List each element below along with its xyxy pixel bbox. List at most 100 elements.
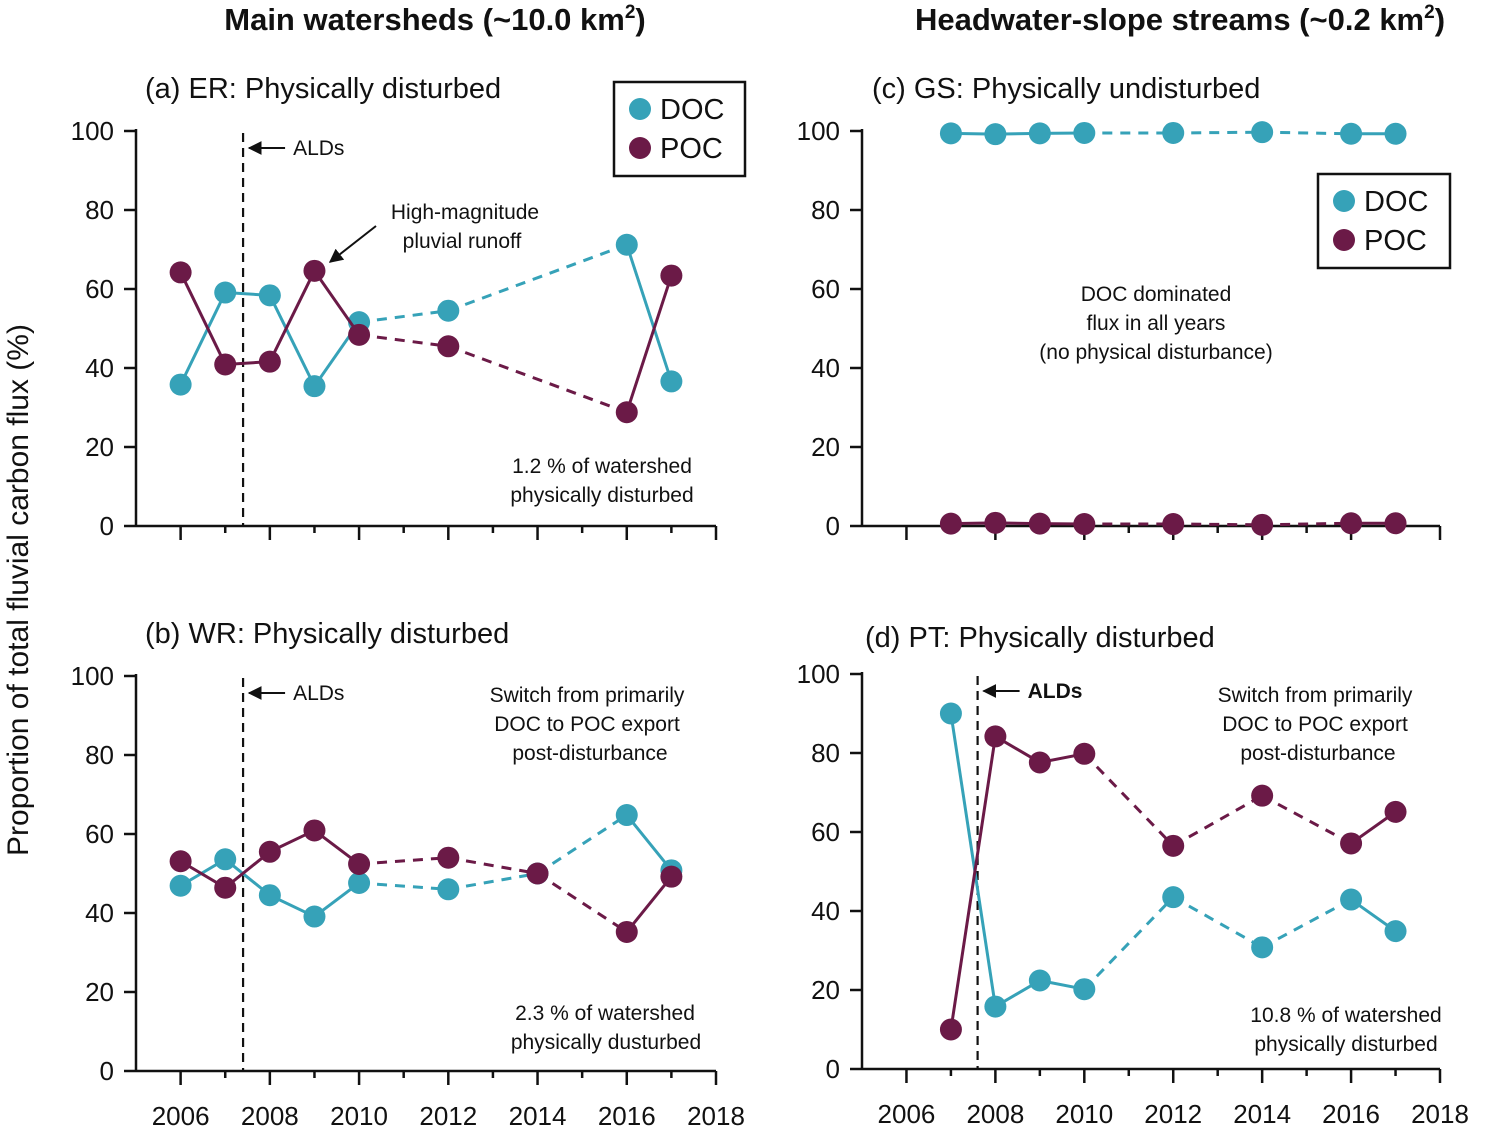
x-tick-label: 2012 (1144, 1099, 1202, 1128)
poc-point (1384, 512, 1407, 535)
doc-series-segment (1262, 130, 1352, 136)
doc-point (258, 284, 281, 307)
y-tick-label: 40 (85, 353, 114, 383)
y-axis-label: Proportion of total fluvial carbon flux … (2, 324, 35, 856)
doc-series-segment (1172, 895, 1263, 949)
doc-series-segment (1261, 898, 1352, 949)
y-tick-label: 80 (85, 195, 114, 225)
panel-title: (a) ER: Physically disturbed (145, 73, 501, 105)
y-tick-label: 0 (826, 1054, 840, 1084)
doc-series-segment (1083, 896, 1175, 991)
poc-series-segment (358, 333, 449, 348)
doc-point (984, 123, 1007, 146)
annotation-text: post-disturbance (512, 742, 667, 765)
poc-point (1028, 512, 1051, 535)
doc-point (303, 905, 326, 928)
y-tick-label: 60 (811, 817, 840, 847)
y-tick-label: 100 (797, 116, 840, 146)
header-left: Main watersheds (~10.0 km2) (224, 2, 646, 37)
doc-series-segment (625, 244, 673, 382)
y-tick-label: 20 (811, 432, 840, 462)
poc-point (1384, 800, 1407, 823)
poc-series-segment (313, 269, 361, 336)
annotation-text: 2.3 % of watershed (515, 1002, 695, 1025)
poc-series-segment (949, 736, 997, 1030)
poc-point (939, 512, 962, 535)
legend-doc-label: DOC (1364, 186, 1428, 218)
doc-series-segment (358, 309, 449, 324)
doc-point (1251, 121, 1274, 144)
panel-title: (d) PT: Physically disturbed (865, 622, 1215, 654)
doc-point (939, 702, 962, 725)
poc-series-segment (1173, 522, 1263, 527)
poc-series-segment (536, 872, 628, 934)
poc-series-segment (1262, 521, 1352, 527)
legend: DOC POC (612, 80, 747, 178)
x-tick-label: 2014 (509, 1101, 567, 1128)
y-tick-label: 20 (85, 432, 114, 462)
poc-series-segment (179, 271, 227, 366)
y-tick-label: 60 (85, 819, 114, 849)
poc-point (214, 876, 237, 899)
legend-doc-label: DOC (660, 94, 724, 126)
annotation-text: Switch from primarily (490, 684, 685, 707)
x-tick-label: 2010 (1055, 1099, 1113, 1128)
doc-series-segment (949, 713, 997, 1007)
annotation-text: DOC to POC export (494, 713, 680, 736)
annotation-text: post-disturbance (1240, 742, 1395, 765)
legend-box (612, 80, 747, 178)
poc-series-segment (1172, 794, 1263, 848)
poc-series-segment (1261, 794, 1352, 845)
poc-point (258, 350, 281, 373)
poc-point (303, 259, 326, 282)
y-tick-label: 60 (811, 274, 840, 304)
poc-point (526, 862, 549, 885)
poc-point (660, 865, 683, 888)
doc-point (1073, 121, 1096, 144)
poc-point (1028, 751, 1051, 774)
poc-point (437, 335, 460, 358)
poc-series-segment (448, 856, 538, 875)
x-tick-label: 2016 (598, 1101, 656, 1128)
y-tick-label: 100 (71, 116, 114, 146)
poc-point (1162, 834, 1185, 857)
annotation-text: DOC dominated (1081, 283, 1232, 306)
annotation-text: High-magnitude (391, 201, 539, 224)
doc-point (1028, 122, 1051, 145)
annotation-text: (no physical disturbance) (1039, 341, 1272, 364)
x-tick-label: 2014 (1233, 1099, 1291, 1128)
poc-point (984, 725, 1007, 748)
legend-doc-marker (629, 98, 651, 120)
annotation-text: physically disturbed (510, 484, 693, 507)
y-tick-label: 40 (811, 896, 840, 926)
annotation-text: flux in all years (1087, 312, 1226, 335)
poc-point (258, 840, 281, 863)
poc-series-segment (358, 856, 449, 866)
doc-series-segment (179, 291, 227, 386)
y-tick-label: 60 (85, 274, 114, 304)
poc-point (1340, 512, 1363, 535)
poc-point (1073, 513, 1096, 536)
y-tick-label: 100 (797, 659, 840, 689)
poc-point (615, 920, 638, 943)
doc-point (1251, 936, 1274, 959)
y-tick-label: 0 (100, 511, 114, 541)
doc-series-segment (625, 814, 673, 872)
doc-point (437, 878, 460, 901)
doc-point (660, 370, 683, 393)
x-tick-label: 2012 (419, 1101, 477, 1128)
poc-point (1251, 784, 1274, 807)
annotation-text: physically disturbed (1254, 1033, 1437, 1056)
poc-series-segment (447, 344, 628, 414)
doc-point (214, 848, 237, 871)
y-tick-label: 0 (100, 1056, 114, 1086)
y-tick-label: 80 (811, 738, 840, 768)
x-tick-label: 2006 (878, 1099, 936, 1128)
doc-series-segment (448, 872, 538, 891)
poc-point (1251, 513, 1274, 536)
doc-point (1162, 121, 1185, 144)
poc-point (615, 401, 638, 424)
doc-point (1073, 978, 1096, 1001)
poc-series-segment (268, 270, 316, 363)
